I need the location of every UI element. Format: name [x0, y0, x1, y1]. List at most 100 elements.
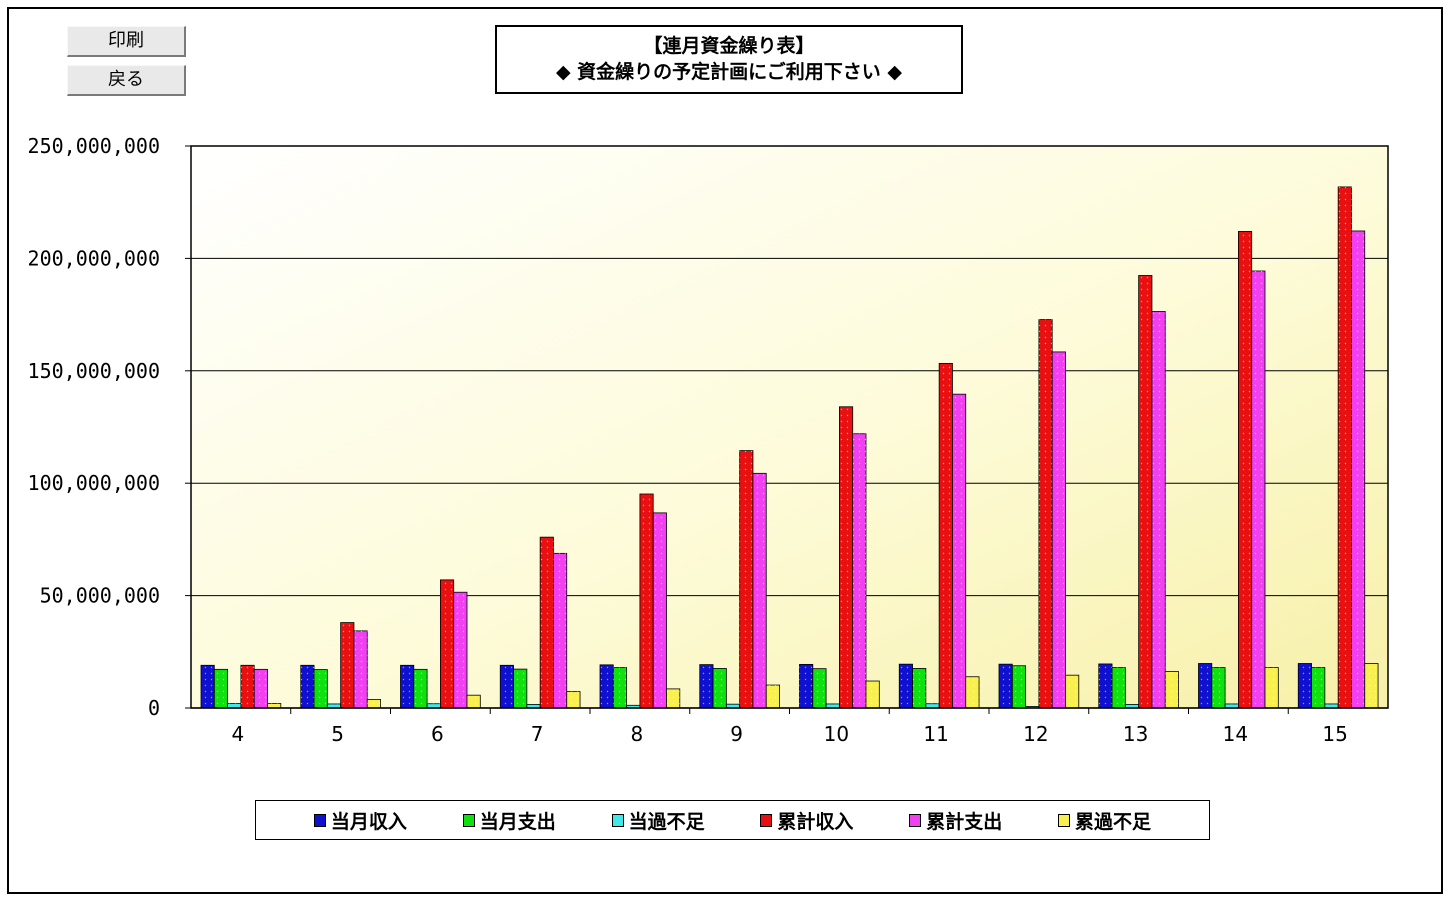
bar-texture: [553, 553, 567, 708]
bar-texture: [852, 433, 866, 708]
legend-item: 当過不足: [611, 807, 705, 834]
bar-texture: [1298, 663, 1312, 708]
bar-texture: [600, 664, 614, 708]
bar-texture: [427, 703, 441, 708]
legend-swatch: [909, 813, 922, 827]
bar-texture: [899, 664, 913, 708]
x-tick-label: 7: [531, 722, 544, 746]
legend-swatch: [313, 813, 326, 827]
bar-texture: [300, 665, 315, 708]
legend-swatch: [462, 813, 475, 827]
bar-texture: [1112, 667, 1126, 708]
x-tick-label: 6: [431, 722, 444, 746]
bar-texture: [999, 664, 1013, 708]
legend-label: 累過不足: [1075, 810, 1152, 833]
bar-texture: [639, 493, 654, 708]
bar-texture: [214, 669, 228, 708]
legend-label: 当月支出: [479, 810, 556, 833]
bar-texture: [513, 669, 527, 708]
chart-title-box: 【連月資金繰り表】 ◆ 資金繰りの予定計画にご利用下さい ◆: [495, 25, 963, 94]
y-tick-label: 200,000,000: [28, 246, 160, 270]
legend-label: 当過不足: [628, 810, 705, 833]
y-tick-label: 0: [148, 696, 160, 720]
bar-texture: [666, 688, 680, 708]
bar-texture: [526, 704, 541, 708]
bar-texture: [839, 406, 853, 708]
bar-texture: [201, 665, 215, 708]
back-button[interactable]: 戻る: [67, 65, 186, 96]
bar-texture: [1098, 663, 1113, 708]
legend-item: 累計収入: [760, 807, 853, 834]
bar-texture: [812, 668, 827, 708]
bar-texture: [367, 699, 381, 708]
x-tick-label: 12: [1023, 722, 1048, 746]
plot-border: [190, 145, 1389, 709]
bar-texture: [453, 592, 467, 708]
legend-item: 累過不足: [1058, 807, 1151, 834]
x-tick-label: 15: [1322, 722, 1347, 746]
bar-texture: [267, 703, 281, 708]
chart-subtitle: ◆ 資金繰りの予定計画にご利用下さい ◆: [555, 61, 903, 83]
bar-texture: [500, 665, 514, 708]
bar-texture: [540, 537, 554, 708]
y-tick-label: 150,000,000: [28, 359, 160, 383]
legend-item: 当月支出: [462, 807, 556, 834]
bar-texture: [653, 512, 667, 708]
x-tick-label: 13: [1123, 722, 1148, 746]
bar-texture: [1351, 230, 1365, 708]
bar-texture: [227, 703, 241, 708]
bar-texture: [440, 579, 454, 708]
legend-label: 累計支出: [926, 810, 1003, 833]
legend-label: 累計収入: [777, 810, 854, 833]
bar-texture: [1225, 703, 1239, 708]
bar-texture: [1012, 665, 1026, 708]
y-tick-label: 250,000,000: [28, 134, 160, 158]
bar-texture: [1165, 671, 1179, 708]
chart-legend: 当月収入 当月支出 当過不足 累計収入 累計支出 累過不足: [255, 800, 1210, 840]
bar-texture: [826, 703, 840, 708]
bar-texture: [726, 704, 740, 708]
bar-texture: [1198, 663, 1212, 708]
bar-texture: [1338, 186, 1352, 709]
bar-texture: [713, 668, 727, 708]
bar-texture: [1125, 704, 1139, 708]
bar-texture: [699, 664, 714, 708]
legend-swatch: [611, 813, 624, 827]
bar-texture: [1238, 231, 1252, 708]
legend-label: 当月収入: [330, 810, 407, 833]
bar-texture: [766, 685, 780, 708]
bar-texture: [1324, 703, 1339, 708]
bar-texture: [939, 363, 953, 708]
x-tick-label: 14: [1223, 722, 1248, 746]
bar-texture: [799, 664, 813, 708]
plot-area: [191, 146, 1388, 708]
bar-texture: [340, 622, 354, 708]
bar-texture: [1138, 275, 1152, 708]
print-button[interactable]: 印刷: [67, 26, 186, 57]
bar-texture: [965, 676, 980, 708]
bar-texture: [240, 665, 255, 708]
x-tick-label: 5: [331, 722, 344, 746]
x-tick-label: 10: [824, 722, 849, 746]
bar-texture: [566, 691, 581, 708]
bar-texture: [413, 669, 428, 708]
bar-texture: [1265, 667, 1279, 708]
legend-item: 累計支出: [909, 807, 1002, 834]
chart-title: 【連月資金繰り表】: [643, 35, 815, 57]
bar-texture: [739, 450, 753, 708]
bar-texture: [626, 705, 640, 708]
bar-texture: [1052, 351, 1066, 708]
bar-texture: [866, 681, 880, 708]
bar-texture: [752, 473, 767, 708]
y-tick-label: 100,000,000: [28, 471, 160, 495]
x-tick-label: 9: [730, 722, 743, 746]
bar-texture: [925, 703, 940, 708]
bar-texture: [952, 394, 966, 708]
y-tick-label: 50,000,000: [40, 584, 160, 608]
bar-texture: [613, 667, 627, 708]
bar-texture: [467, 695, 481, 708]
bar-texture: [353, 630, 368, 708]
bar-texture: [1311, 667, 1325, 708]
bar-texture: [1151, 311, 1166, 708]
bar-texture: [1038, 319, 1053, 708]
